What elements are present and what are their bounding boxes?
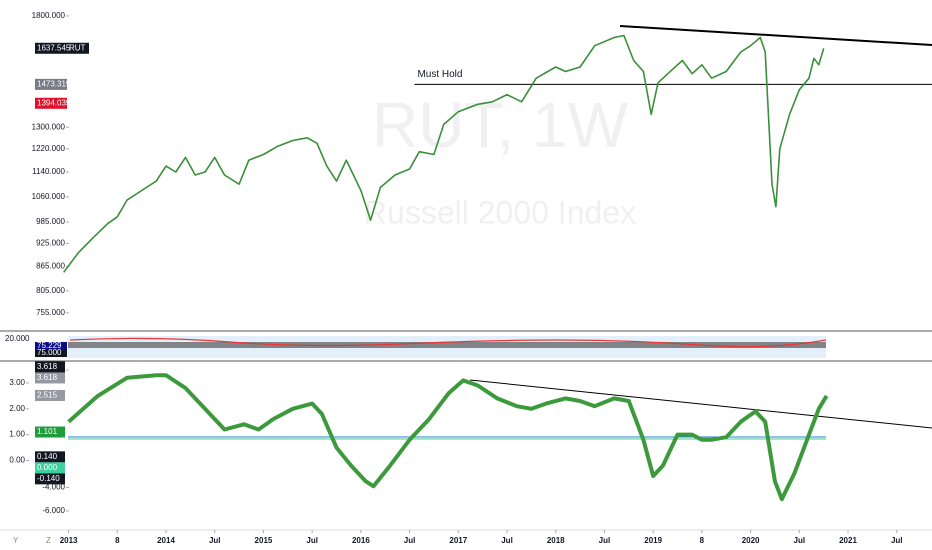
symbol-badge	[67, 42, 89, 54]
watermark-subtitle: Russell 2000 Index	[364, 194, 636, 230]
symbol-label: RUT	[69, 43, 86, 52]
y-tick-label: 985.000	[36, 217, 65, 226]
y2-tick-label: -4.000	[42, 483, 65, 492]
price-badge-label: 0.140	[37, 452, 58, 461]
x-tick-label: 2017	[449, 536, 467, 545]
price-badge-label: 1637.545	[37, 43, 71, 52]
x-tick-label: Jul	[404, 536, 416, 545]
series-line	[67, 373, 829, 502]
x-tick-label: Jul	[599, 536, 611, 545]
x-tick-label: 8	[115, 536, 120, 545]
x-tick-label: 2013	[60, 536, 78, 545]
x-tick-label: 2015	[255, 536, 273, 545]
x-tick-label: Jul	[501, 536, 513, 545]
y-tick-label: 2.00	[9, 404, 25, 413]
price-badge	[35, 97, 67, 109]
y-tick-label: 0.00	[9, 456, 25, 465]
price-badge	[35, 473, 65, 485]
x-tick-label: 2021	[839, 536, 857, 545]
indicator-badge-label: 20.000	[5, 334, 30, 343]
price-badge-label: 3.618	[37, 373, 58, 382]
zoom-toggle[interactable]: Z	[46, 536, 51, 545]
series-line	[63, 34, 825, 273]
y-tick-label: 805.000	[36, 286, 65, 295]
y-tick-label: 1.00	[9, 430, 25, 439]
y-tick-label: 3.00	[9, 378, 25, 387]
x-tick-label: Jul	[891, 536, 903, 545]
price-badge-label: 0.000	[37, 463, 58, 472]
y2-tick-label: -6.000	[42, 506, 65, 515]
log-toggle[interactable]: Y	[13, 536, 19, 545]
trend-line	[469, 379, 932, 429]
price-badge	[35, 78, 67, 90]
y-tick-label: 1300.000	[32, 122, 66, 131]
price-badge	[35, 389, 65, 401]
y-tick-label: 755.000	[36, 308, 65, 317]
y-tick-label: 925.000	[36, 239, 65, 248]
price-badge-label: 1394.035	[37, 98, 71, 107]
price-badge-label: 3.618	[37, 362, 58, 371]
indicator-band	[68, 342, 826, 348]
y-tick-label: 1800.000	[32, 11, 66, 20]
price-badge-label: 1473.319	[37, 79, 71, 88]
must-hold-label: Must Hold	[417, 69, 462, 80]
price-badge	[35, 372, 65, 384]
x-tick-label: 2019	[644, 536, 662, 545]
y-tick-label: 1140.000	[32, 167, 65, 176]
x-tick-label: 2020	[742, 536, 760, 545]
price-badge	[35, 451, 65, 463]
x-tick-label: 2016	[352, 536, 370, 545]
indicator-badge-label: 75.000	[37, 348, 62, 357]
indicator-badge	[35, 349, 67, 357]
watermark-title: RUT, 1W	[372, 89, 629, 161]
indicator-line	[69, 337, 827, 348]
price-badge-label: 2.515	[37, 391, 58, 400]
indicator-badge	[35, 342, 67, 350]
indicator-badge-label: 75.229	[37, 341, 62, 350]
x-tick-label: Jul	[306, 536, 318, 545]
x-tick-label: 8	[700, 536, 705, 545]
price-badge	[35, 426, 65, 438]
x-tick-label: 2018	[547, 536, 565, 545]
x-tick-label: Jul	[209, 536, 221, 545]
price-badge	[35, 42, 67, 54]
y-tick-label: 1060.000	[32, 192, 66, 201]
trend-line	[619, 25, 932, 46]
x-tick-label: Jul	[794, 536, 806, 545]
price-badge-label: 1.101	[37, 427, 58, 436]
y-tick-label: 865.000	[36, 261, 65, 270]
y-tick-label: 1220.000	[32, 144, 66, 153]
price-badge-label: -0.140	[37, 474, 60, 483]
x-tick-label: 2014	[157, 536, 175, 545]
price-badge	[35, 361, 65, 373]
price-badge	[35, 462, 65, 474]
